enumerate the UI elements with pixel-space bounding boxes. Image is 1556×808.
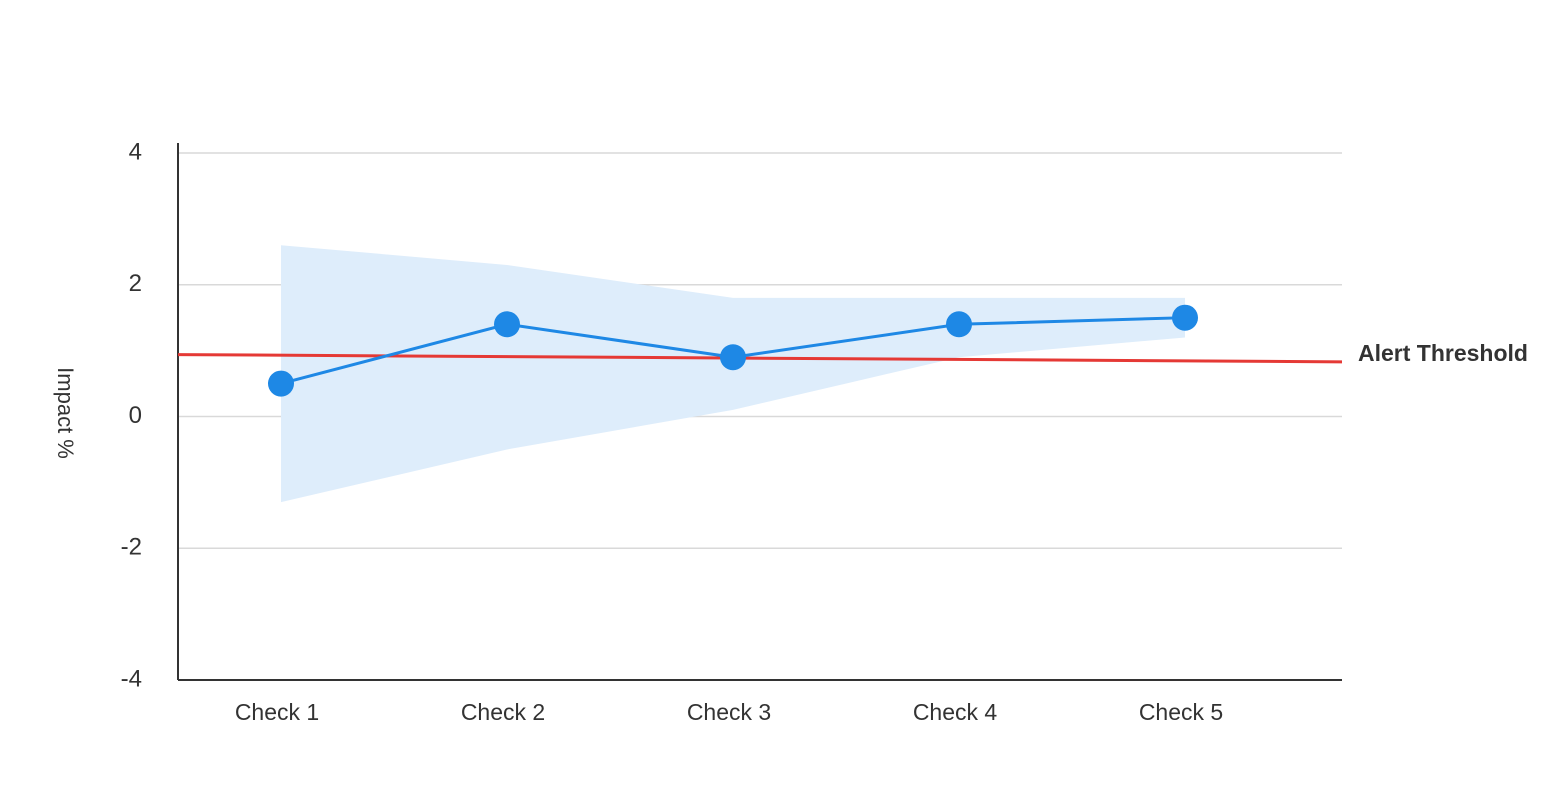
x-tick-label: Check 5: [1139, 699, 1223, 725]
y-axis-label: Impact %: [53, 367, 78, 459]
y-tick-label: 2: [129, 270, 142, 297]
x-tick-label: Check 3: [687, 699, 771, 725]
x-tick-label: Check 4: [913, 699, 998, 725]
data-point: [946, 311, 972, 338]
data-point: [720, 344, 746, 371]
x-tick-label: Check 1: [235, 699, 319, 725]
y-tick-label: 0: [129, 402, 142, 429]
threshold-line: [177, 353, 1343, 364]
y-tick-label: 4: [129, 138, 142, 165]
data-point: [268, 370, 294, 397]
data-point: [494, 311, 520, 338]
x-tick-label: Check 2: [461, 699, 545, 725]
y-tick-label: -2: [121, 534, 142, 561]
confidence-band: [281, 245, 1185, 503]
threshold-label: Alert Threshold: [1358, 340, 1528, 366]
y-tick-label: -4: [121, 665, 142, 692]
data-point: [1172, 304, 1198, 331]
